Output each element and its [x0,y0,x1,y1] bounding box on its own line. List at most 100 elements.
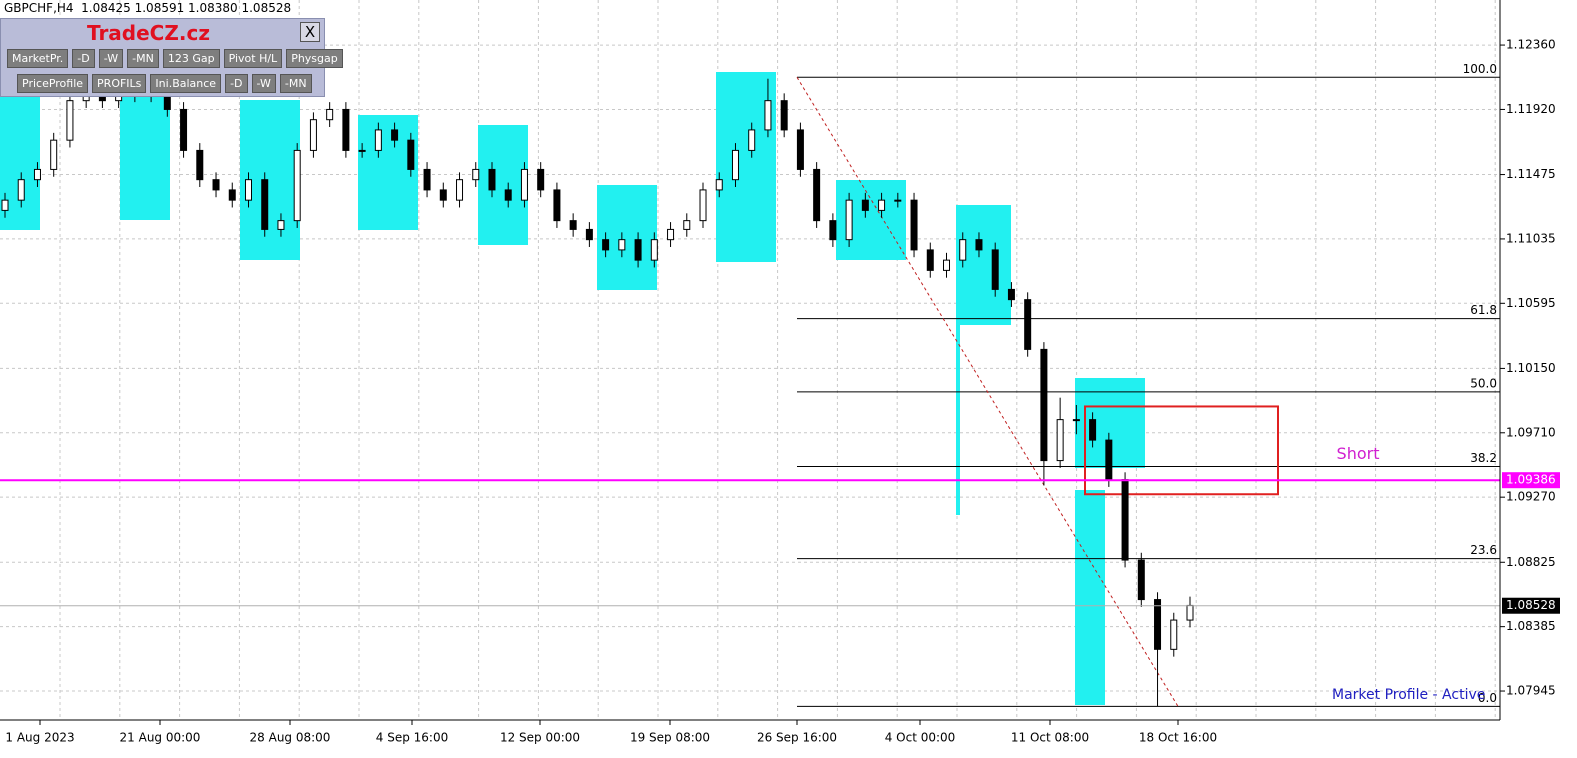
tool-button[interactable]: -MN [279,74,312,93]
tool-panel: TradeCZ.cz X MarketPr. -D -W -MN 123 Gap Pivo… [0,18,343,97]
tool-button[interactable]: -W [98,49,124,68]
profile [956,325,960,515]
candle-body [342,108,350,151]
candle-body [553,189,561,222]
x-tick-label: 18 Oct 16:00 [1139,731,1217,745]
x-tick-label: 12 Sep 00:00 [500,731,580,745]
button-row: MarketPr. -D -W -MN 123 Gap Pivot H/L Physgap [7,49,343,68]
status-text: Market Profile - Active [1332,687,1486,703]
candle-body [439,189,447,201]
candle-body [33,168,41,181]
x-tick-label: 21 Aug 00:00 [120,731,201,745]
fib-label: 0.0 [1478,691,1497,705]
candle-body [423,168,431,191]
candle-body [293,149,301,222]
candle-body [894,199,902,202]
candle-body [391,129,399,141]
candle-body [829,220,837,241]
candle-body [261,179,269,230]
candle-body [650,239,658,261]
candle-body [50,139,58,170]
candle-body [975,239,983,251]
tool-button[interactable]: -MN [127,49,159,68]
tool-button[interactable]: PriceProfile [17,74,89,93]
candle-body [910,199,918,251]
short-label: Short [1337,444,1380,463]
x-tick-label: 11 Oct 08:00 [1011,731,1089,745]
candle-body [1040,348,1048,462]
y-tick-label: 1.09710 [1506,425,1556,439]
y-tick-label: 1.08825 [1506,555,1556,569]
candle-body [585,228,593,241]
candle-body [959,239,967,261]
y-tick-label: 1.12360 [1506,38,1556,52]
y-tick-label: 1.08385 [1506,619,1556,633]
y-tick-label: 1.10150 [1506,361,1556,375]
candle-body [1089,419,1097,441]
x-tick-label: 26 Sep 16:00 [757,731,837,745]
candle-body [277,220,285,230]
x-tick-label: 28 Aug 08:00 [250,731,331,745]
candle-body [878,199,886,211]
brand: TradeCZ.cz [87,21,210,45]
market-profile [0,72,1145,705]
button-row: PriceProfile PROFILs Ini.Balance -D -W -MN [17,74,312,93]
candle-body [17,179,25,201]
candle-body [1024,299,1032,350]
candle-body [943,259,951,271]
current-price-tag [1502,597,1560,614]
candle-body [618,239,626,251]
candle-body [748,129,756,151]
candle-body [731,149,739,181]
candle-body [488,168,496,191]
candle-body [66,100,74,141]
candle-body [326,108,334,121]
x-tick-label: 19 Sep 08:00 [630,731,710,745]
candle-body [602,239,610,251]
tool-button[interactable]: MarketPr. [7,49,69,68]
candle-body [813,168,821,222]
candle-body [1105,439,1113,481]
candle-body [472,168,480,181]
tool-button[interactable]: -D [72,49,95,68]
candle-body [683,220,691,230]
tool-button[interactable]: Ini.Balance [150,74,222,93]
tool-button[interactable]: Pivot H/L [223,49,283,68]
candle-body [699,189,707,222]
candle-body [244,179,252,201]
candle-body [715,179,723,191]
tool-button[interactable]: Physgap [286,49,343,68]
close-button[interactable]: X [300,22,320,42]
marks: 100.0 61.8 50.0 38.2 23.6 0.0 Short 1.09386 1.08… [0,62,1560,707]
candle-body [780,100,788,131]
candle-body [1137,559,1145,601]
fib-label: 38.2 [1470,451,1497,465]
tool-button[interactable]: PROFILs [92,74,147,93]
profile [1075,490,1105,705]
grid: 1.12360 1.11920 1.11475 1.11035 1.10595 1.101… [0,0,1556,745]
tool-button[interactable]: 123 Gap [162,49,220,68]
x-tick-label: 4 Oct 00:00 [885,731,956,745]
candle-body [764,100,772,131]
fib-label: 100.0 [1463,62,1497,76]
candle-body [309,119,317,151]
profile [120,90,170,220]
current-price-label: 1.08528 [1506,598,1556,612]
fib-trend [796,76,1179,707]
tool-button[interactable]: -D [225,74,248,93]
candle-body [861,199,869,211]
x-tick-label: 4 Sep 16:00 [376,731,448,745]
symbol-header: GBPCHF,H4 1.08425 1.08591 1.08380 1.0852… [4,1,292,15]
profile [597,185,657,290]
tool-button[interactable]: -W [251,74,276,93]
candle-body [1121,479,1129,561]
candle-body [1170,619,1178,650]
y-tick-label: 1.09270 [1506,490,1556,504]
candle-body [991,249,999,290]
candle-body [358,149,366,152]
fib-label: 23.6 [1470,543,1497,557]
candle-body [796,129,804,170]
candle-body [456,179,464,201]
